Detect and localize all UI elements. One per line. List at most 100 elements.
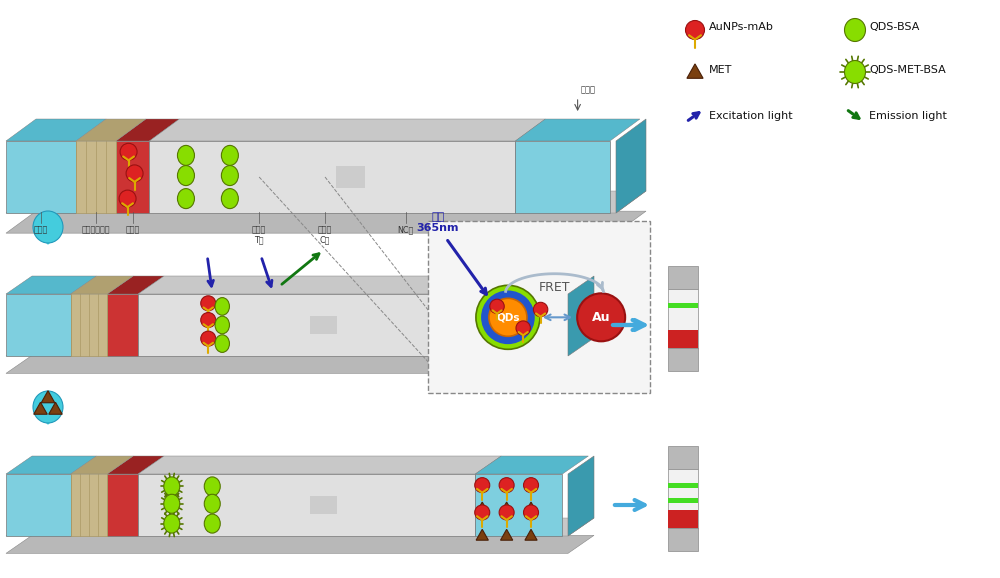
Bar xyxy=(668,289,698,348)
Bar xyxy=(475,294,562,356)
Circle shape xyxy=(201,331,216,346)
Bar xyxy=(149,141,515,213)
Circle shape xyxy=(499,477,514,492)
Polygon shape xyxy=(616,119,646,213)
Polygon shape xyxy=(107,276,164,294)
Text: Au: Au xyxy=(592,311,610,324)
Bar xyxy=(668,498,698,503)
Ellipse shape xyxy=(845,18,866,42)
Polygon shape xyxy=(6,518,594,536)
Circle shape xyxy=(516,321,530,335)
Polygon shape xyxy=(71,456,133,474)
Bar xyxy=(668,483,698,488)
Polygon shape xyxy=(6,456,97,474)
Bar xyxy=(76,141,116,213)
Polygon shape xyxy=(476,502,488,513)
Circle shape xyxy=(201,313,216,328)
Polygon shape xyxy=(138,276,501,294)
Circle shape xyxy=(126,165,143,182)
Polygon shape xyxy=(568,456,594,536)
Bar xyxy=(116,141,149,213)
Circle shape xyxy=(533,302,548,317)
Circle shape xyxy=(577,293,625,342)
Bar xyxy=(138,474,475,536)
Bar xyxy=(71,474,107,536)
Polygon shape xyxy=(501,502,513,513)
Polygon shape xyxy=(6,211,646,233)
Circle shape xyxy=(475,505,490,520)
Text: 样品垖: 样品垖 xyxy=(34,225,48,234)
Ellipse shape xyxy=(164,477,180,496)
Circle shape xyxy=(476,286,540,349)
Bar xyxy=(6,474,71,536)
Polygon shape xyxy=(6,355,594,373)
Bar xyxy=(668,303,698,308)
Circle shape xyxy=(686,20,704,39)
Circle shape xyxy=(490,299,504,314)
Bar xyxy=(6,294,71,356)
Bar xyxy=(71,294,107,356)
Polygon shape xyxy=(6,119,106,141)
Ellipse shape xyxy=(215,298,229,315)
Ellipse shape xyxy=(177,188,194,209)
Polygon shape xyxy=(149,119,545,141)
Polygon shape xyxy=(34,228,62,244)
Bar xyxy=(138,294,475,356)
Bar xyxy=(107,474,138,536)
Text: 吸水垖: 吸水垖 xyxy=(580,85,595,94)
Text: MET: MET xyxy=(709,65,732,75)
Polygon shape xyxy=(501,529,513,540)
Bar xyxy=(310,316,337,334)
Polygon shape xyxy=(116,119,179,141)
Polygon shape xyxy=(6,535,594,553)
Bar xyxy=(668,510,698,528)
Circle shape xyxy=(475,477,490,492)
Polygon shape xyxy=(138,456,501,474)
Polygon shape xyxy=(568,276,594,356)
Polygon shape xyxy=(34,402,47,414)
Bar xyxy=(668,528,698,551)
Circle shape xyxy=(524,505,539,520)
Ellipse shape xyxy=(215,335,229,353)
Polygon shape xyxy=(71,276,133,294)
Polygon shape xyxy=(34,408,62,424)
Polygon shape xyxy=(49,402,62,414)
Polygon shape xyxy=(76,119,146,141)
Ellipse shape xyxy=(221,188,238,209)
Ellipse shape xyxy=(845,61,866,83)
Text: 激发
365nm: 激发 365nm xyxy=(417,212,459,233)
Text: Emission light: Emission light xyxy=(869,111,947,121)
Ellipse shape xyxy=(33,211,63,243)
Text: Excitation light: Excitation light xyxy=(709,111,793,121)
Ellipse shape xyxy=(33,391,63,423)
Polygon shape xyxy=(41,391,55,403)
Text: 玻璃纤维滤纸: 玻璃纤维滤纸 xyxy=(82,225,110,234)
Text: NC膜: NC膜 xyxy=(397,225,414,234)
Text: QDS-BSA: QDS-BSA xyxy=(869,22,919,32)
Circle shape xyxy=(201,296,216,311)
Circle shape xyxy=(524,477,539,492)
Text: AuNPs-mAb: AuNPs-mAb xyxy=(709,22,774,32)
Text: 质控线
C线: 质控线 C线 xyxy=(318,225,332,244)
Ellipse shape xyxy=(164,494,180,513)
Polygon shape xyxy=(6,338,594,356)
Text: QDs: QDs xyxy=(496,312,520,323)
Ellipse shape xyxy=(204,477,220,496)
Circle shape xyxy=(482,291,534,343)
Polygon shape xyxy=(6,276,97,294)
Polygon shape xyxy=(476,529,488,540)
Ellipse shape xyxy=(221,165,238,186)
Text: FRET: FRET xyxy=(539,281,570,294)
Circle shape xyxy=(499,505,514,520)
Ellipse shape xyxy=(215,316,229,334)
Polygon shape xyxy=(525,529,537,540)
Ellipse shape xyxy=(204,494,220,513)
Bar xyxy=(668,469,698,528)
Ellipse shape xyxy=(164,514,180,533)
Polygon shape xyxy=(6,191,646,213)
Text: 金标垖: 金标垖 xyxy=(125,225,140,234)
Polygon shape xyxy=(525,502,537,513)
Text: 检测线
T线: 检测线 T线 xyxy=(252,225,266,244)
Bar xyxy=(668,446,698,469)
Bar xyxy=(668,330,698,348)
